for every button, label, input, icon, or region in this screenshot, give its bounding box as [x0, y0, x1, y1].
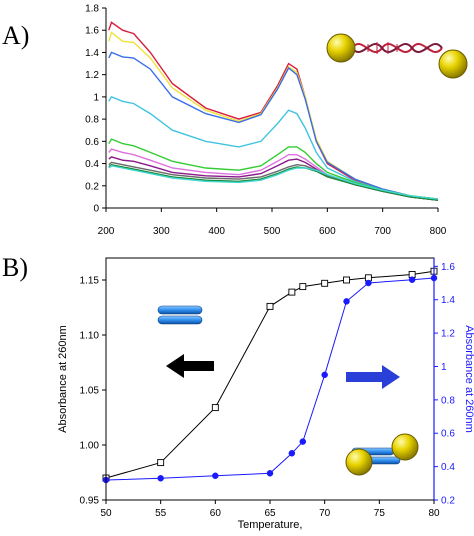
nanoparticle-duplex-dimer-icon — [345, 433, 419, 476]
chart-b-x-tick-label: 70 — [319, 508, 331, 519]
chart-b-y2-tick-label: 0.2 — [441, 496, 455, 507]
chart-a-series-group — [108, 21, 439, 201]
left-arrow-icon — [166, 354, 214, 378]
chart-b-y2-tick-label: 1 — [441, 362, 447, 373]
chart-a-x-tick-label: 400 — [208, 226, 225, 237]
chart-a-series-line — [108, 21, 439, 201]
chart-b-y2-tick-label: 0.6 — [441, 429, 455, 440]
chart-b-y2-tick-label: 0.8 — [441, 395, 455, 406]
chart-b-point — [365, 279, 372, 287]
chart-b-y-tick-label: 1.05 — [80, 386, 100, 397]
chart-a-y-tick-label: 0.8 — [85, 115, 99, 126]
chart-b-y-tick-label: 1.00 — [80, 441, 100, 452]
chart-a-y-tick-label: 1.2 — [85, 70, 99, 81]
chart-a-spectra: 0 0.2 0.4 0.6 0.8 1 1.2 1.4 1.6 1.8 200 300 400 500 60… — [85, 4, 447, 238]
chart-a-series-line — [108, 163, 439, 201]
chart-b-point — [212, 472, 219, 480]
panel-b-label: B) — [2, 253, 28, 282]
chart-b-point — [408, 276, 416, 283]
chart-b-y2-tick-label: 1.2 — [441, 329, 455, 340]
chart-a-y-tick-label: 0.6 — [85, 137, 99, 148]
chart-b-x-tick-label: 50 — [100, 508, 112, 519]
chart-a-series-line — [108, 51, 439, 200]
duplex-icon — [157, 305, 203, 325]
chart-b-x-axis-title: Temperature, — [238, 519, 303, 531]
chart-b-point — [299, 283, 307, 291]
chart-b-point — [288, 450, 296, 457]
chart-a-x-tick-label: 800 — [430, 226, 447, 237]
chart-a-y-tick-label: 0.2 — [85, 181, 99, 192]
chart-b-point — [343, 276, 350, 284]
chart-b-point — [266, 470, 274, 477]
chart-a-x-tick-label: 300 — [153, 226, 170, 237]
chart-b-y-tick-label: 1.15 — [80, 276, 100, 287]
chart-b-x-tick-label: 80 — [428, 508, 440, 519]
chart-b-y2-tick-label: 0.4 — [441, 462, 455, 473]
chart-a-x-tick-label: 700 — [374, 226, 391, 237]
chart-a-x-tick-label: 500 — [264, 226, 281, 237]
panel-a-label: A) — [2, 21, 29, 50]
chart-b-point — [157, 475, 164, 482]
chart-b-x-tick-label: 65 — [264, 508, 276, 519]
chart-b-y2-tick-label: 1.4 — [441, 295, 455, 306]
chart-b-melting: 0.95 1.00 1.05 1.10 1.15 0.2 0.4 0.6 0.8 1 1.2 1.4 1… — [57, 257, 474, 531]
chart-a-y-tick-label: 1 — [93, 92, 99, 103]
chart-b-point — [266, 302, 274, 310]
chart-b-x-tick-label: 60 — [210, 508, 222, 519]
chart-a-y-tick-label: 1.6 — [85, 26, 99, 37]
chart-a-axes: 0 0.2 0.4 0.6 0.8 1 1.2 1.4 1.6 1.8 200 300 400 500 60… — [85, 4, 447, 238]
chart-b-y-tick-label: 1.10 — [80, 331, 100, 342]
chart-a-y-tick-label: 0.4 — [85, 159, 99, 170]
right-arrow-icon — [346, 365, 400, 389]
chart-b-x-tick-label: 55 — [155, 508, 167, 519]
chart-b-x-tick-label: 75 — [374, 508, 386, 519]
chart-b-y2-axis-title: Absorbance at 260nm — [463, 325, 474, 433]
chart-b-point — [299, 438, 307, 445]
dna-linked-nanoparticle-dimer-icon — [326, 33, 468, 79]
chart-b-point — [343, 298, 350, 305]
chart-b-point — [211, 404, 219, 412]
chart-a-x-tick-label: 200 — [98, 226, 115, 237]
chart-a-y-tick-label: 1.8 — [85, 4, 99, 15]
chart-b-point — [321, 279, 329, 287]
chart-b-y-tick-label: 0.95 — [80, 496, 100, 507]
chart-b-point — [321, 371, 328, 379]
chart-b-y-axis-title: Absorbance at 260nm — [57, 325, 69, 433]
chart-a-series-line — [108, 138, 439, 200]
chart-b-point — [288, 288, 296, 296]
chart-b-axes: 0.95 1.00 1.05 1.10 1.15 0.2 0.4 0.6 0.8 1 1.2 1.4 1… — [57, 257, 474, 531]
chart-b-y2-tick-label: 1.6 — [441, 262, 455, 273]
chart-a-series-line — [108, 165, 439, 200]
chart-a-series-line — [108, 96, 439, 201]
chart-a-y-tick-label: 0 — [93, 204, 99, 215]
chart-a-x-tick-label: 600 — [319, 226, 336, 237]
chart-a-y-tick-label: 1.4 — [85, 48, 99, 59]
chart-b-point — [157, 459, 165, 467]
